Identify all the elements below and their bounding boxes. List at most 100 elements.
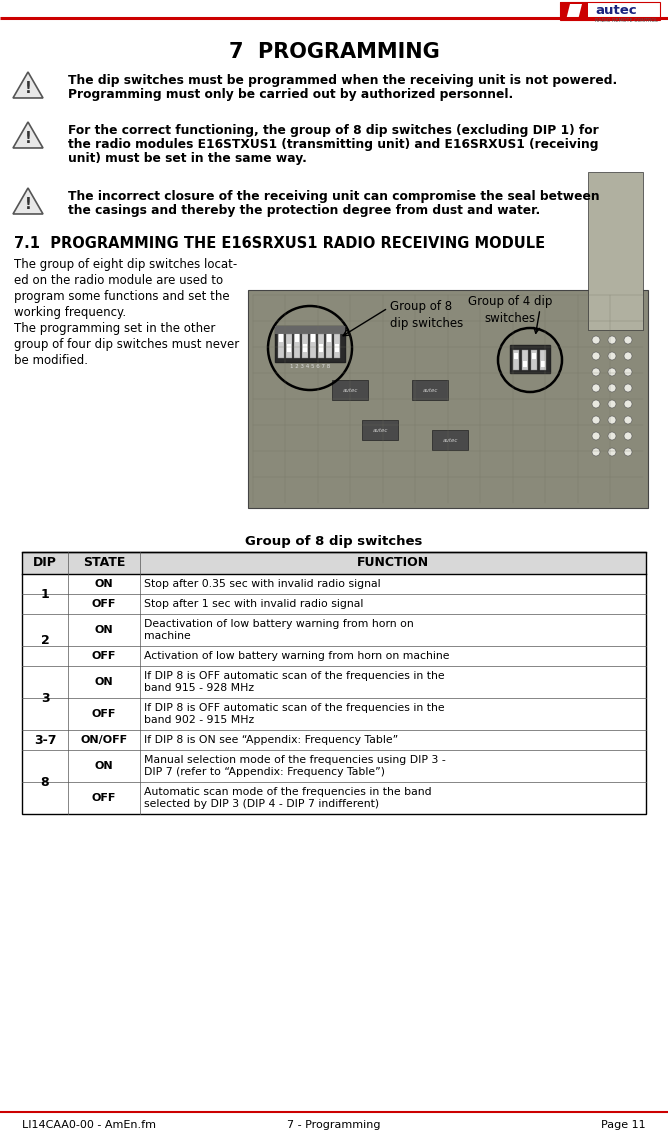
Text: Group of 8
dip switches: Group of 8 dip switches [390,300,463,331]
Circle shape [608,448,616,456]
Text: !: ! [25,80,31,95]
Text: ON: ON [95,625,114,635]
Text: ed on the radio module are used to: ed on the radio module are used to [14,274,223,288]
Circle shape [624,336,632,344]
Text: the radio modules E16STXUS1 (transmitting unit) and E16SRXUS1 (receiving: the radio modules E16STXUS1 (transmittin… [68,138,599,151]
Circle shape [608,400,616,408]
Polygon shape [13,122,43,148]
Text: 7 - Programming: 7 - Programming [287,1120,381,1130]
Text: RADIO REMOTE CONTROL: RADIO REMOTE CONTROL [595,18,658,23]
Text: Group of 4 dip
switches: Group of 4 dip switches [468,295,552,325]
Text: OFF: OFF [92,709,116,719]
Bar [278,334,284,358]
Text: be modified.: be modified. [14,354,88,367]
Bar [327,334,331,342]
Text: Stop after 0.35 sec with invalid radio signal: Stop after 0.35 sec with invalid radio s… [144,578,381,589]
Text: 3: 3 [41,692,49,704]
Bar [531,350,537,370]
Circle shape [624,400,632,408]
Circle shape [608,384,616,392]
Text: group of four dip switches must never: group of four dip switches must never [14,338,239,351]
Text: ON: ON [95,578,114,589]
Text: ON: ON [95,677,114,687]
Bar [319,344,323,352]
Bar [318,334,324,358]
Text: ON: ON [95,761,114,771]
Text: OFF: OFF [92,599,116,609]
Text: STATE: STATE [83,557,125,569]
Text: Manual selection mode of the frequencies using DIP 3 -
DIP 7 (refer to “Appendix: Manual selection mode of the frequencies… [144,755,446,778]
Bar [311,334,315,342]
Circle shape [608,336,616,344]
Text: The dip switches must be programmed when the receiving unit is not powered.: The dip switches must be programmed when… [68,74,617,87]
Bar [513,350,519,370]
Bar [510,345,550,374]
Text: LI14CAA0-00 - AmEn.fm: LI14CAA0-00 - AmEn.fm [22,1120,156,1130]
Bar [248,290,648,508]
Text: OFF: OFF [92,651,116,661]
Bar [540,350,546,370]
Text: ON/OFF: ON/OFF [80,735,128,745]
Text: 8: 8 [41,775,49,789]
Bar [22,552,646,814]
Bar [310,334,316,358]
Text: Automatic scan mode of the frequencies in the band
selected by DIP 3 (DIP 4 - DI: Automatic scan mode of the frequencies i… [144,787,432,809]
Polygon shape [13,188,43,214]
Bar [541,361,545,367]
FancyBboxPatch shape [560,2,660,20]
Text: If DIP 8 is OFF automatic scan of the frequencies in the
band 915 - 928 MHz: If DIP 8 is OFF automatic scan of the fr… [144,670,445,694]
Text: autec: autec [422,387,438,393]
Text: !: ! [25,130,31,146]
Circle shape [624,415,632,424]
Circle shape [608,352,616,360]
Text: unit) must be set in the same way.: unit) must be set in the same way. [68,152,307,165]
Bar [279,334,283,342]
Text: 2: 2 [41,634,49,646]
Bar [22,552,646,574]
Text: OFF: OFF [92,794,116,803]
Text: Activation of low battery warning from horn on machine: Activation of low battery warning from h… [144,651,450,661]
Bar [286,334,292,358]
Bar [532,353,536,359]
Circle shape [608,368,616,376]
Bar [588,172,643,331]
Bar [294,334,300,358]
Bar [295,334,299,342]
Text: The incorrect closure of the receiving unit can compromise the seal between: The incorrect closure of the receiving u… [68,190,600,203]
Text: 7.1  PROGRAMMING THE E16SRXUS1 RADIO RECEIVING MODULE: 7.1 PROGRAMMING THE E16SRXUS1 RADIO RECE… [14,235,545,251]
Circle shape [592,448,600,456]
Bar [334,334,340,358]
Bar [514,353,518,359]
Circle shape [608,415,616,424]
Circle shape [624,432,632,440]
Circle shape [608,432,616,440]
Text: autec: autec [595,3,637,17]
Text: Page 11: Page 11 [601,1120,646,1130]
Bar [332,380,368,400]
Bar [560,2,588,20]
Bar [362,420,398,440]
Circle shape [592,336,600,344]
Bar [287,344,291,352]
Text: Group of 8 dip switches: Group of 8 dip switches [245,535,423,548]
Circle shape [592,352,600,360]
Bar [326,334,332,358]
Text: DIP: DIP [33,557,57,569]
Circle shape [592,368,600,376]
Bar [302,334,308,358]
Bar [412,380,448,400]
Text: FUNCTION: FUNCTION [357,557,429,569]
Bar [523,361,527,367]
Bar [522,350,528,370]
Text: 1 2 3 4 5 6 7 8: 1 2 3 4 5 6 7 8 [290,365,330,369]
Polygon shape [566,5,582,20]
Circle shape [624,352,632,360]
Text: autec: autec [372,428,387,432]
Text: Programming must only be carried out by authorized personnel.: Programming must only be carried out by … [68,88,513,101]
Text: Deactivation of low battery warning from horn on
machine: Deactivation of low battery warning from… [144,618,413,642]
Polygon shape [13,72,43,98]
Bar [275,326,345,334]
Text: working frequency.: working frequency. [14,306,126,319]
Text: 7  PROGRAMMING: 7 PROGRAMMING [228,42,440,62]
Circle shape [592,415,600,424]
